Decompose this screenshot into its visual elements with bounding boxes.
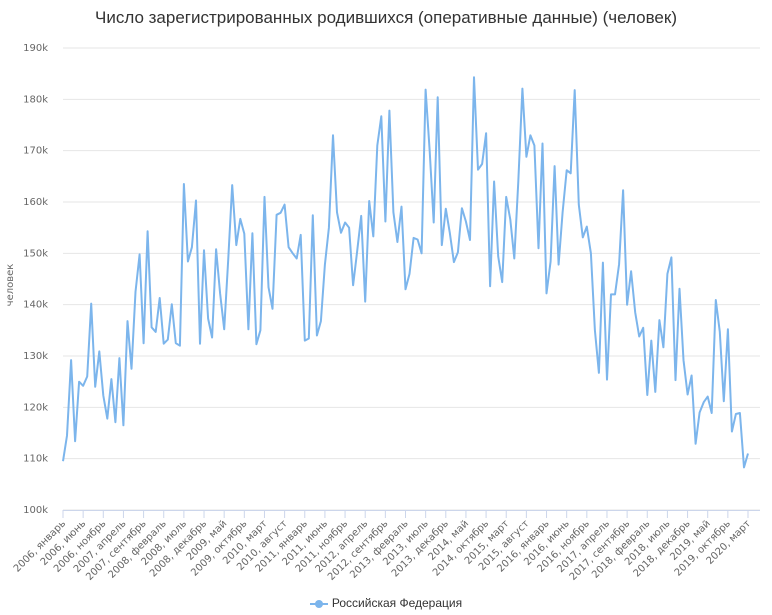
chart-title: Число зарегистрированных родившихся (опе… [95,8,677,27]
y-tick-label: 180k [23,94,48,105]
series-line-russian-federation[interactable] [62,76,749,469]
legend-item-label[interactable]: Российская Федерация [331,596,463,610]
y-tick-label: 110k [23,454,48,465]
y-tick-label: 170k [23,146,48,157]
legend-line-marker-icon [309,599,328,609]
y-tick-label: 160k [23,197,48,208]
y-tick-label: 130k [23,351,48,362]
y-tick-label: 140k [23,300,48,311]
y-tick-label: 120k [23,402,48,413]
y-tick-label: 100k [23,505,48,516]
y-tick-label: 150k [23,248,48,259]
legend[interactable]: Российская Федерация [0,596,772,610]
y-axis-title: человек [5,264,16,307]
y-axis: 100k 110k 120k 130k 140k 150k 160k 170k 180k 190k [23,43,48,516]
y-tick-label: 190k [23,43,48,54]
gridlines [63,47,760,511]
